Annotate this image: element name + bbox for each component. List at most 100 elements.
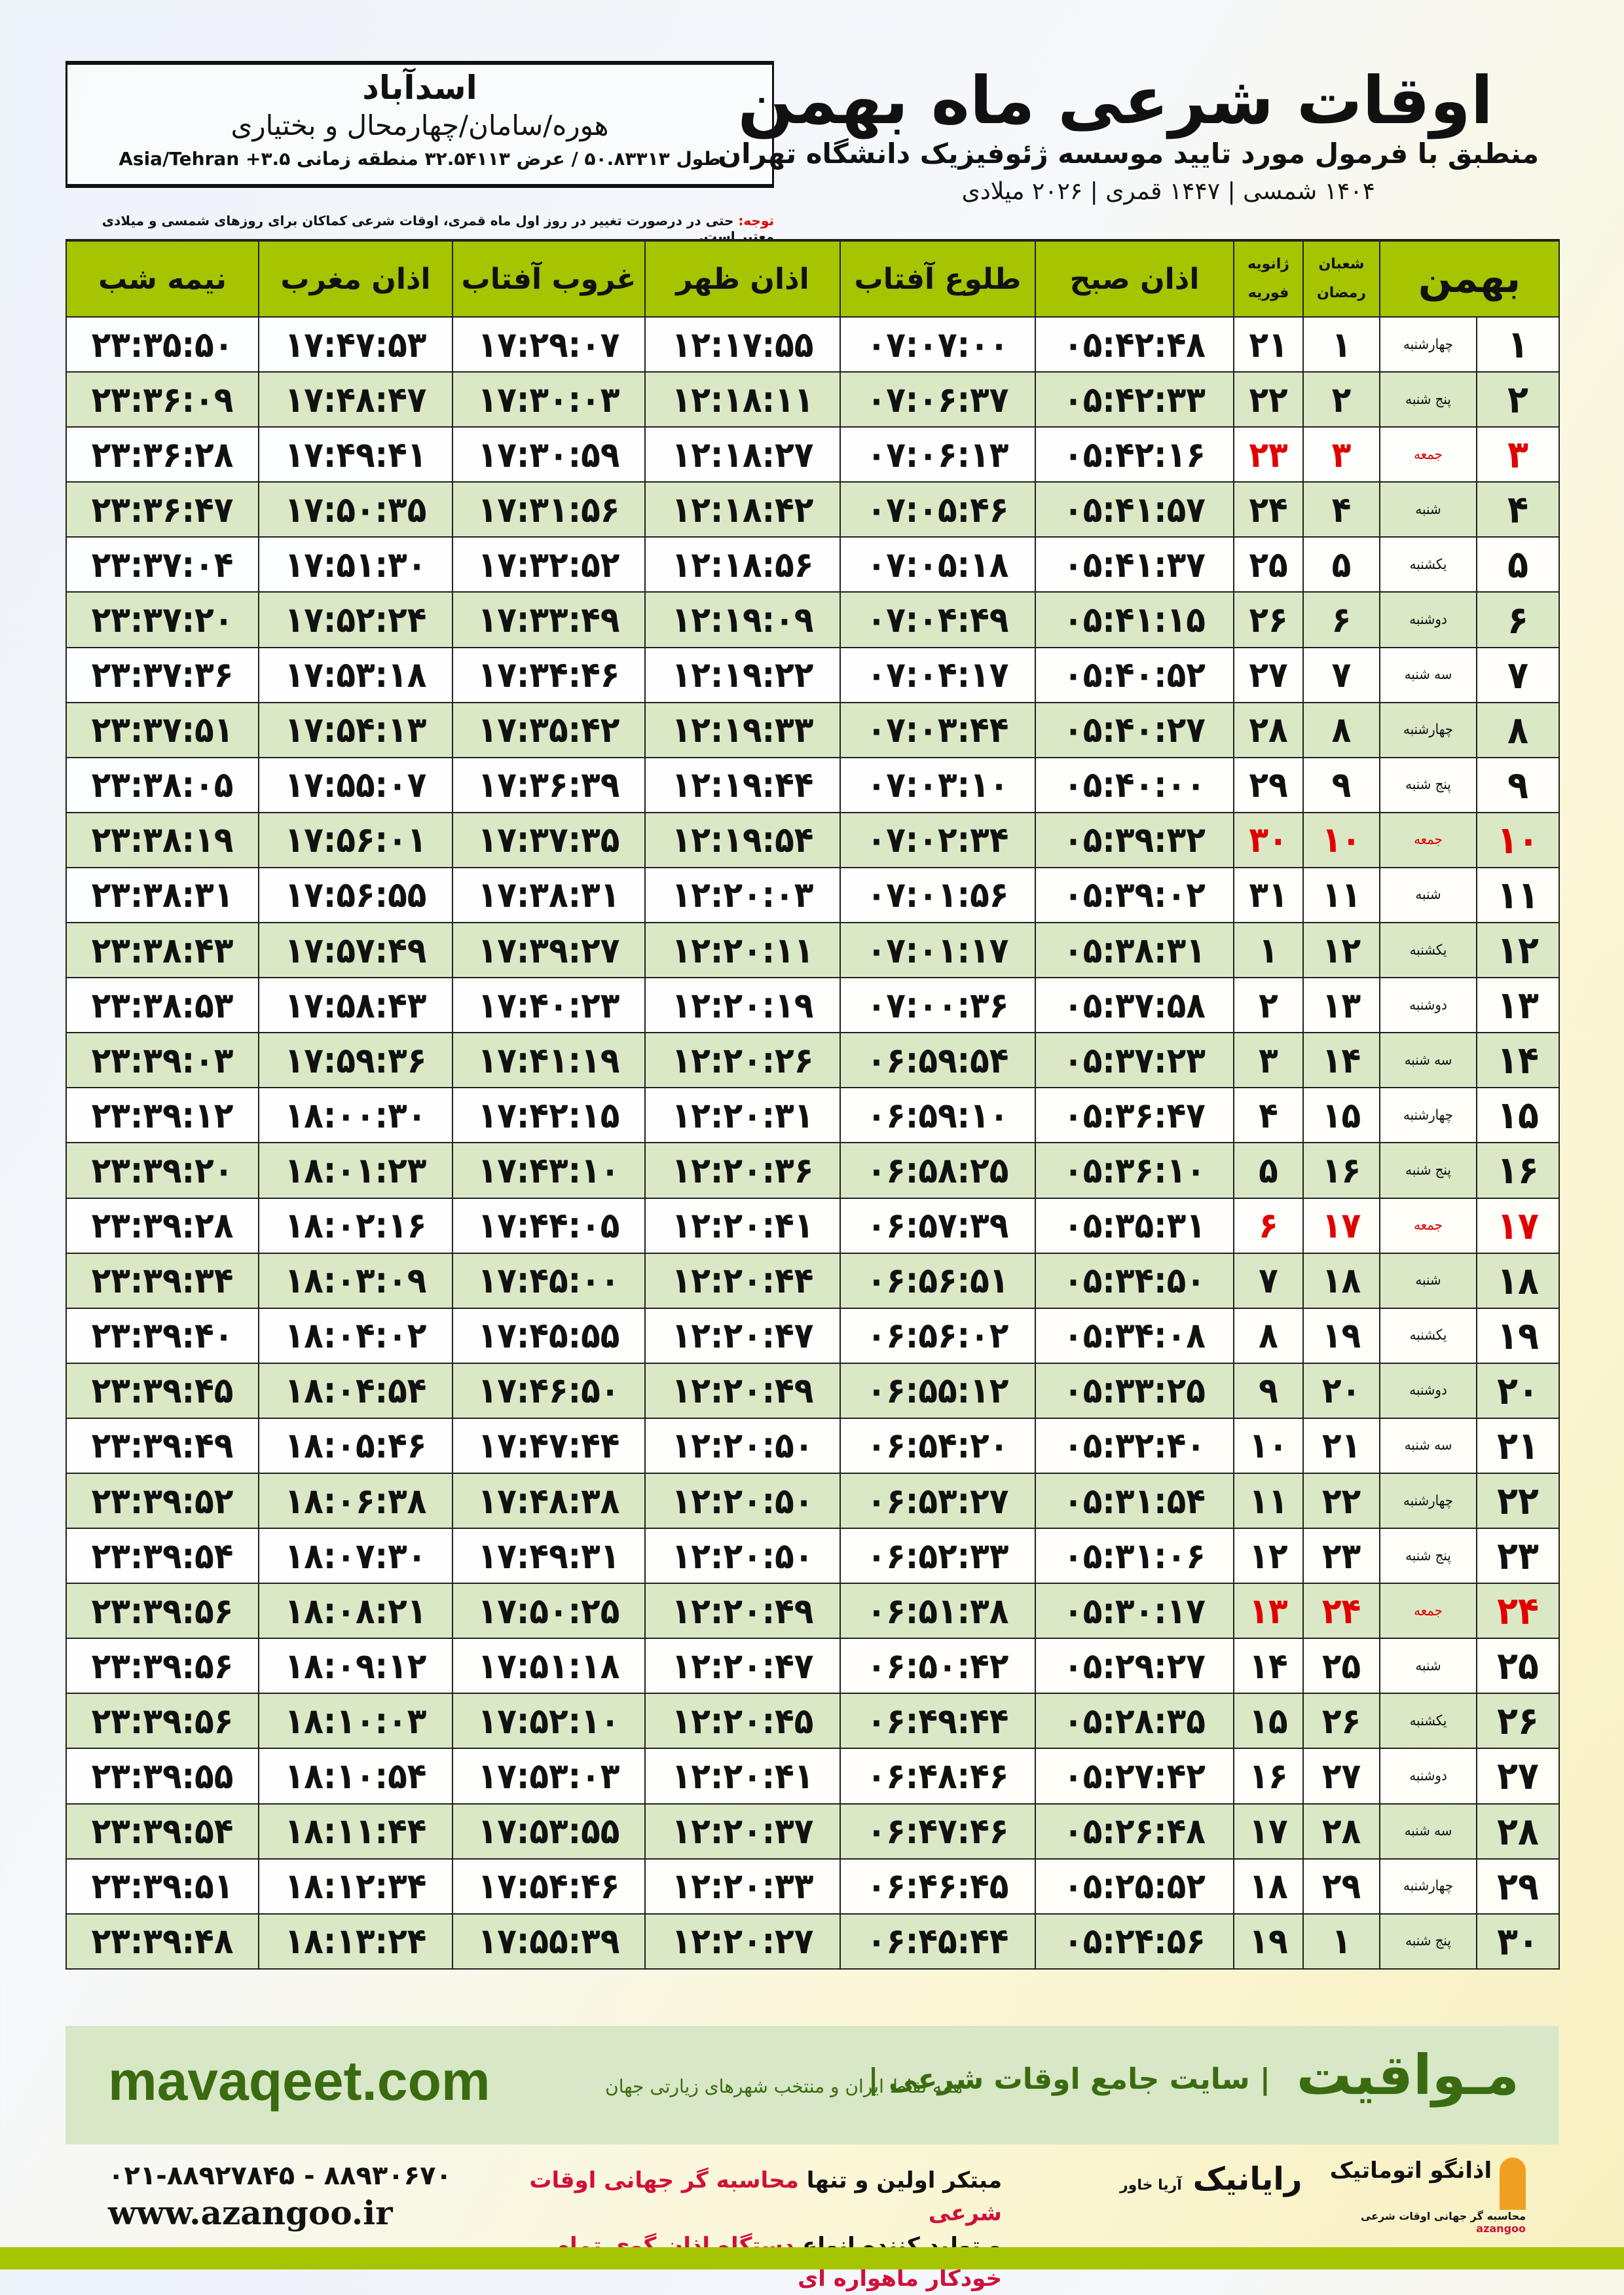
cell-midnight: ۲۳:۳۷:۳۶ <box>65 646 259 703</box>
cell-day: ۲۸ <box>1476 1803 1560 1860</box>
cell-hijri-day: ۴ <box>1302 481 1380 538</box>
cell-maghrib: ۱۷:۵۶:۵۵ <box>258 866 453 924</box>
rayanik-name: رایانیک <box>1192 2161 1302 2197</box>
cell-maghrib: ۱۸:۰۴:۰۲ <box>258 1307 453 1364</box>
site-link[interactable]: mavaqeet.com <box>108 2050 490 2112</box>
cell-maghrib: ۱۷:۵۴:۱۳ <box>258 701 453 758</box>
cell-hijri-day: ۱۷ <box>1302 1197 1380 1254</box>
cell-midnight: ۲۳:۳۹:۴۸ <box>65 1913 259 1970</box>
cell-day: ۱۲ <box>1476 922 1560 979</box>
cell-gregorian-day: ۲۵ <box>1233 536 1304 593</box>
cell-day: ۲۱ <box>1476 1417 1560 1474</box>
cell-sunset: ۱۷:۵۳:۵۵ <box>452 1803 646 1860</box>
cell-day: ۸ <box>1476 701 1560 758</box>
cell-fajr: ۰۵:۴۰:۲۷ <box>1035 701 1234 758</box>
cell-dhuhr: ۱۲:۱۹:۴۴ <box>644 756 841 813</box>
cell-hijri-day: ۱۴ <box>1302 1032 1380 1089</box>
table-row: ۷ سه شنبه ۷ ۲۷ ۰۵:۴۰:۵۲ ۰۷:۰۴:۱۷ ۱۲:۱۹:۲۲ ۱۷:۳۴… <box>65 646 1560 703</box>
cell-midnight: ۲۳:۳۹:۵۶ <box>65 1583 259 1640</box>
slogan: | سایت جامع اوقات شرعی | <box>868 2063 1270 2096</box>
cell-dhuhr: ۱۲:۲۰:۴۱ <box>644 1748 841 1805</box>
cell-hijri-day: ۱ <box>1302 316 1380 373</box>
coordinates: طول ۵۰.۸۳۳۱۳ / عرض ۳۲.۵۴۱۱۳ منطقه زمانی … <box>119 148 721 170</box>
header-dhuhr: اذان ظهر <box>644 239 841 318</box>
cell-gregorian-day: ۲۱ <box>1233 316 1304 373</box>
cell-sunrise: ۰۷:۰۰:۳۶ <box>840 977 1036 1034</box>
cell-sunrise: ۰۷:۰۵:۱۸ <box>840 536 1036 593</box>
cell-dhuhr: ۱۲:۲۰:۳۱ <box>644 1087 841 1144</box>
cell-sunset: ۱۷:۴۸:۳۸ <box>452 1472 646 1530</box>
cell-gregorian-day: ۱۰ <box>1233 1417 1304 1474</box>
header-hijri-bottom: رمضان <box>1316 285 1366 301</box>
header-greg-top: ژانویه <box>1247 256 1289 272</box>
cell-day: ۱۵ <box>1476 1087 1560 1144</box>
cell-fajr: ۰۵:۳۴:۵۰ <box>1035 1252 1234 1309</box>
cell-dhuhr: ۱۲:۲۰:۱۹ <box>644 977 841 1034</box>
cell-gregorian-day: ۸ <box>1233 1307 1304 1364</box>
table-row: ۲۰ دوشنبه ۲۰ ۹ ۰۵:۳۳:۲۵ ۰۶:۵۵:۱۲ ۱۲:۲۰:۴۹ ۱۷:۴۶… <box>65 1362 1560 1419</box>
cell-hijri-day: ۹ <box>1302 756 1380 813</box>
cell-weekday: چهارشنبه <box>1378 1858 1478 1915</box>
cell-day: ۱۳ <box>1476 977 1560 1034</box>
cell-fajr: ۰۵:۳۲:۴۰ <box>1035 1417 1234 1474</box>
table-row: ۱۹ یکشنبه ۱۹ ۸ ۰۵:۳۴:۰۸ ۰۶:۵۶:۰۲ ۱۲:۲۰:۴۷ ۱۷:۴۵… <box>65 1307 1560 1364</box>
cell-maghrib: ۱۷:۴۹:۴۱ <box>258 426 453 483</box>
cell-sunrise: ۰۶:۵۶:۵۱ <box>840 1252 1036 1309</box>
cell-sunset: ۱۷:۵۳:۰۳ <box>452 1748 646 1805</box>
cell-weekday: پنج شنبه <box>1378 371 1478 428</box>
location-box: اسدآباد هوره/سامان/چهارمحال و بختیاری طو… <box>65 61 774 188</box>
cell-sunset: ۱۷:۳۱:۵۶ <box>452 481 646 538</box>
cell-dhuhr: ۱۲:۲۰:۰۳ <box>644 866 841 924</box>
cell-dhuhr: ۱۲:۱۸:۱۱ <box>644 371 841 428</box>
cell-maghrib: ۱۸:۰۷:۳۰ <box>258 1528 453 1585</box>
cell-maghrib: ۱۸:۰۹:۱۲ <box>258 1638 453 1695</box>
cell-dhuhr: ۱۲:۲۰:۴۴ <box>644 1252 841 1309</box>
cell-weekday: یکشنبه <box>1378 922 1478 979</box>
cell-gregorian-day: ۱۶ <box>1233 1748 1304 1805</box>
cell-sunrise: ۰۷:۰۴:۱۷ <box>840 646 1036 703</box>
phone-numbers: ۰۲۱-۸۸۹۲۷۸۴۵ - ۸۸۹۳۰۶۷۰ <box>108 2161 452 2191</box>
tagline: همه نقاط ایران و منتخب شهرهای زیارتی جها… <box>605 2076 963 2097</box>
cell-sunset: ۱۷:۵۰:۲۵ <box>452 1583 646 1640</box>
cell-fajr: ۰۵:۴۲:۳۳ <box>1035 371 1234 428</box>
cell-weekday: چهارشنبه <box>1378 1087 1478 1144</box>
cell-day: ۱۷ <box>1476 1197 1560 1254</box>
azangoo-link[interactable]: www.azangoo.ir <box>108 2194 393 2232</box>
cell-day: ۵ <box>1476 536 1560 593</box>
cell-sunset: ۱۷:۳۰:۵۹ <box>452 426 646 483</box>
cell-weekday: شنبه <box>1378 1252 1478 1309</box>
cell-midnight: ۲۳:۳۹:۵۲ <box>65 1472 259 1530</box>
cell-weekday: شنبه <box>1378 1638 1478 1695</box>
cell-fajr: ۰۵:۲۶:۴۸ <box>1035 1803 1234 1860</box>
cell-sunset: ۱۷:۵۵:۳۹ <box>452 1913 646 1970</box>
azangoo-logo: اذانگو اتوماتیک محاسبه گر جهانی اوقات شرع… <box>1303 2157 1526 2235</box>
header-fajr: اذان صبح <box>1035 239 1234 318</box>
page-subtitle: منطبق با فرمول مورد تایید موسسه ژئوفیزیک… <box>718 138 1539 170</box>
cell-gregorian-day: ۱۵ <box>1233 1693 1304 1750</box>
cell-midnight: ۲۳:۳۹:۵۶ <box>65 1693 259 1750</box>
cell-fajr: ۰۵:۳۶:۴۷ <box>1035 1087 1234 1144</box>
cell-dhuhr: ۱۲:۲۰:۲۶ <box>644 1032 841 1089</box>
cell-sunrise: ۰۶:۵۸:۲۵ <box>840 1142 1036 1199</box>
cell-sunset: ۱۷:۴۰:۲۳ <box>452 977 646 1034</box>
cell-weekday: سه شنبه <box>1378 1417 1478 1474</box>
table-row: ۲ پنج شنبه ۲ ۲۲ ۰۵:۴۲:۳۳ ۰۷:۰۶:۳۷ ۱۲:۱۸:۱۱ ۱۷:۳… <box>65 371 1560 428</box>
cell-sunset: ۱۷:۳۳:۴۹ <box>452 591 646 648</box>
cell-midnight: ۲۳:۳۶:۴۷ <box>65 481 259 538</box>
cell-sunrise: ۰۶:۴۶:۴۵ <box>840 1858 1036 1915</box>
cell-dhuhr: ۱۲:۱۸:۴۲ <box>644 481 841 538</box>
cell-midnight: ۲۳:۳۹:۵۴ <box>65 1803 259 1860</box>
cell-hijri-day: ۲۱ <box>1302 1417 1380 1474</box>
cell-hijri-day: ۱ <box>1302 1913 1380 1970</box>
cell-day: ۲ <box>1476 371 1560 428</box>
cell-sunrise: ۰۶:۵۳:۲۷ <box>840 1472 1036 1530</box>
cell-weekday: جمعه <box>1378 1197 1478 1254</box>
cell-sunset: ۱۷:۲۹:۰۷ <box>452 316 646 373</box>
table-row: ۱۴ سه شنبه ۱۴ ۳ ۰۵:۳۷:۲۳ ۰۶:۵۹:۵۴ ۱۲:۲۰:۲۶ ۱۷:۴… <box>65 1032 1560 1089</box>
cell-day: ۱۱ <box>1476 866 1560 924</box>
table-row: ۱۶ پنج شنبه ۱۶ ۵ ۰۵:۳۶:۱۰ ۰۶:۵۸:۲۵ ۱۲:۲۰:۳۶ ۱۷:… <box>65 1142 1560 1199</box>
cell-weekday: جمعه <box>1378 426 1478 483</box>
table-row: ۱۸ شنبه ۱۸ ۷ ۰۵:۳۴:۵۰ ۰۶:۵۶:۵۱ ۱۲:۲۰:۴۴ ۱۷:۴۵:۰… <box>65 1252 1560 1309</box>
cell-midnight: ۲۳:۳۹:۵۵ <box>65 1748 259 1805</box>
cell-day: ۱۶ <box>1476 1142 1560 1199</box>
